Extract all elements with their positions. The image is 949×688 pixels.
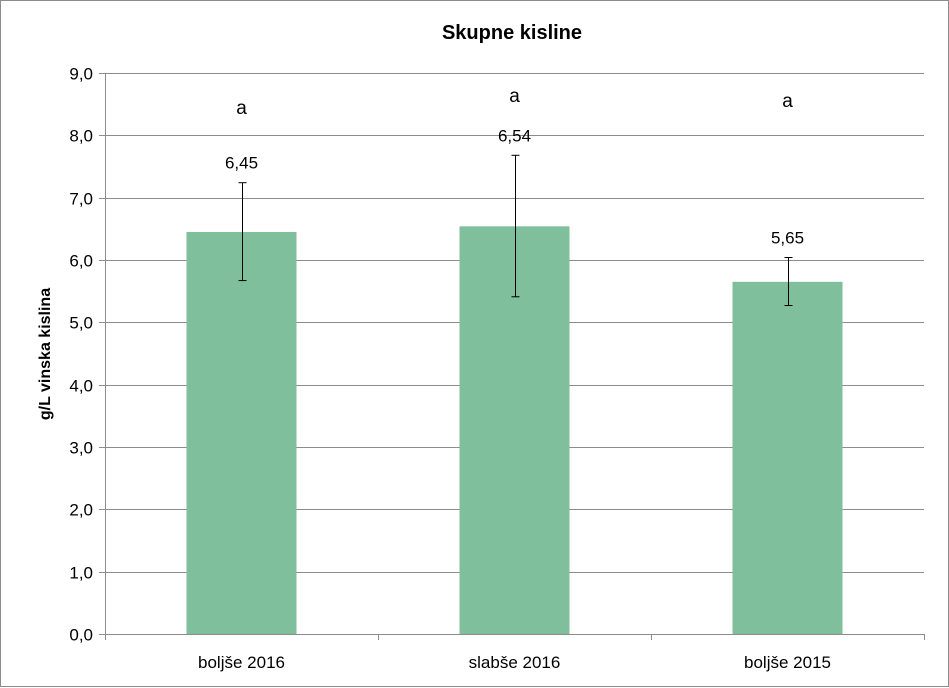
y-tick-label: 2,0 — [69, 501, 93, 520]
data-labels: 0,0 1,0 2,0 3,0 4,0 5,0 6,0 7,0 8,0 9,0 6,45 a boljš… — [69, 65, 831, 673]
significance-letter: a — [236, 98, 247, 119]
y-tick-label: 3,0 — [69, 439, 93, 458]
x-category-label: boljše 2016 — [198, 653, 285, 672]
y-tick-label: 5,0 — [69, 314, 93, 333]
bars — [186, 226, 843, 634]
axes — [99, 73, 925, 640]
y-tick-label: 7,0 — [69, 190, 93, 209]
value-label: 5,65 — [771, 229, 804, 248]
x-category-label: boljše 2015 — [744, 653, 831, 672]
bar — [459, 226, 570, 634]
y-tick-label: 1,0 — [69, 564, 93, 583]
y-axis-label: g/L vinska kislina — [37, 288, 54, 420]
y-tick-label: 8,0 — [69, 127, 93, 146]
value-label: 6,45 — [225, 154, 258, 173]
error-bars — [238, 154, 793, 307]
bar — [186, 231, 297, 634]
y-tick-label: 6,0 — [69, 252, 93, 271]
significance-letter: a — [509, 86, 520, 107]
bar — [732, 281, 843, 634]
y-tick-label: 9,0 — [69, 65, 93, 84]
significance-letter: a — [782, 91, 793, 112]
value-label: 6,54 — [498, 126, 531, 145]
chart-title: Skupne kisline — [442, 22, 582, 44]
y-tick-label: 4,0 — [69, 377, 93, 396]
y-tick-label: 0,0 — [69, 626, 93, 645]
x-category-label: slabše 2016 — [469, 653, 561, 672]
